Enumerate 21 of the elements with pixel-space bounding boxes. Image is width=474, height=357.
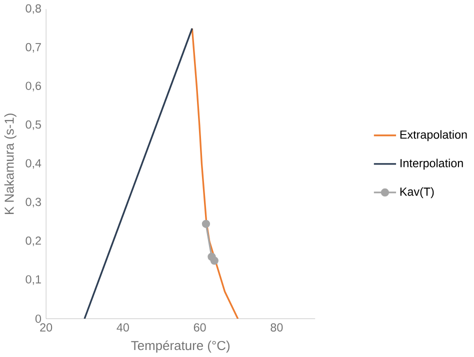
x-tick-label: 60 [194, 323, 206, 332]
legend-label: Interpolation [400, 158, 463, 170]
y-tick-label: 0,3 [26, 198, 41, 208]
y-axis-title: K Nakamura (s-1) [4, 114, 16, 214]
y-tick-label: 0,2 [26, 236, 41, 246]
y-tick-label: 0 [35, 314, 42, 323]
y-tick-label: 0,8 [26, 4, 41, 14]
y-tick-label: 0,4 [26, 159, 42, 169]
x-axis-title: Température (°C) [131, 340, 230, 353]
point [202, 220, 210, 228]
x-tick-label: 40 [116, 323, 129, 332]
y-tick-label: 0,1 [26, 275, 41, 285]
y-tick-label: 0,6 [26, 82, 41, 92]
x-tick-label: 20 [40, 323, 52, 332]
legend-label: Extrapolation [400, 130, 467, 142]
point [210, 256, 219, 265]
y-tick-label: 0,5 [26, 120, 42, 130]
line-series [191, 28, 239, 319]
x-tick-label: 80 [270, 323, 283, 332]
y-tick-label: 0,7 [26, 43, 41, 53]
legend-label: Kav(T) [400, 187, 434, 198]
